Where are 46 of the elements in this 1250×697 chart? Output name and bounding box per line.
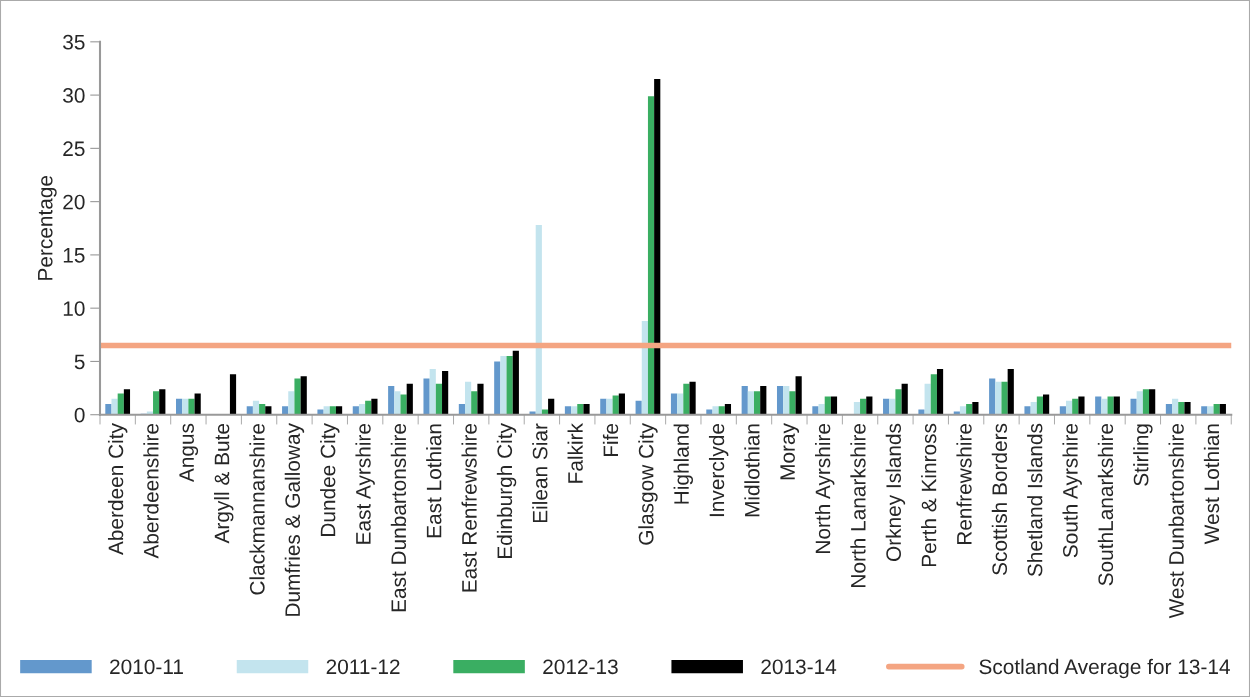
x-tick-label: Midlothian [744, 424, 760, 517]
y-tick-label: 20 [63, 194, 85, 210]
y-tick-label: 35 [63, 34, 85, 50]
legend-label: Scotland Average for 13-14 [979, 658, 1230, 679]
y-tick-label: 5 [74, 354, 85, 370]
x-tick-label: Scottish Borders [991, 423, 1008, 575]
x-tick-label: East Lothian [426, 424, 442, 538]
x-tick-label: West Lothian [1203, 424, 1220, 545]
x-tick-label: Stirling [1133, 424, 1153, 486]
x-tick-label: North Lanarkshire [850, 423, 866, 587]
y-tick-label: 0 [74, 407, 85, 423]
legend-label: 2010-11 [110, 659, 183, 675]
x-tick-label: Aberdeen City [107, 423, 128, 556]
x-tick-label: West Dunbartonshire [1168, 423, 1184, 619]
x-tick-label: Argyll & Bute [214, 423, 234, 544]
legend-label: 2012-13 [543, 659, 618, 675]
x-tick-label: Angus [179, 423, 199, 483]
y-tick-label: 25 [63, 141, 85, 157]
x-tick-label: Orkney Islands [885, 423, 906, 561]
legend-label: 2011-12 [326, 659, 400, 675]
x-tick-label: Shetland Islands [1027, 423, 1043, 577]
y-tick-label: 30 [63, 88, 85, 103]
x-tick-label: Renfrewshire [956, 423, 972, 545]
x-tick-label: North Ayrshire [815, 423, 835, 553]
x-tick-label: Edinburgh City [496, 423, 517, 558]
x-tick-label: Fife [602, 423, 619, 457]
x-tick-label: Aberdeenshire [143, 423, 159, 559]
x-tick-label: Glasgow City [638, 423, 658, 545]
y-tick-label: 10 [63, 301, 85, 316]
x-tick-label: Perth & Kinross [921, 423, 937, 567]
x-tick-label: Falkirk [567, 423, 583, 483]
x-tick-label: Clackmannanshire [249, 423, 265, 595]
x-tick-label: Dumfries & Galloway [284, 423, 305, 616]
x-tick-label: Moray [780, 423, 800, 480]
x-tick-label: Eilean Siar [532, 423, 548, 523]
x-tick-label: East Dunbartonshire [390, 423, 407, 612]
x-tick-label: East Ayrshire [355, 423, 375, 544]
legend-label: 2013-14 [761, 659, 837, 675]
x-tick-label: SouthLanarkshire [1097, 423, 1114, 586]
x-tick-label: Inverclyde [708, 423, 729, 517]
x-tick-label: Dundee City [320, 423, 340, 536]
y-axis-title: Percentage [38, 175, 57, 280]
x-tick-label: East Renfrewshire [461, 423, 477, 592]
x-tick-label: Highland [673, 424, 694, 504]
x-tick-label: South Ayrshire [1062, 423, 1082, 558]
y-tick-label: 15 [63, 248, 85, 263]
